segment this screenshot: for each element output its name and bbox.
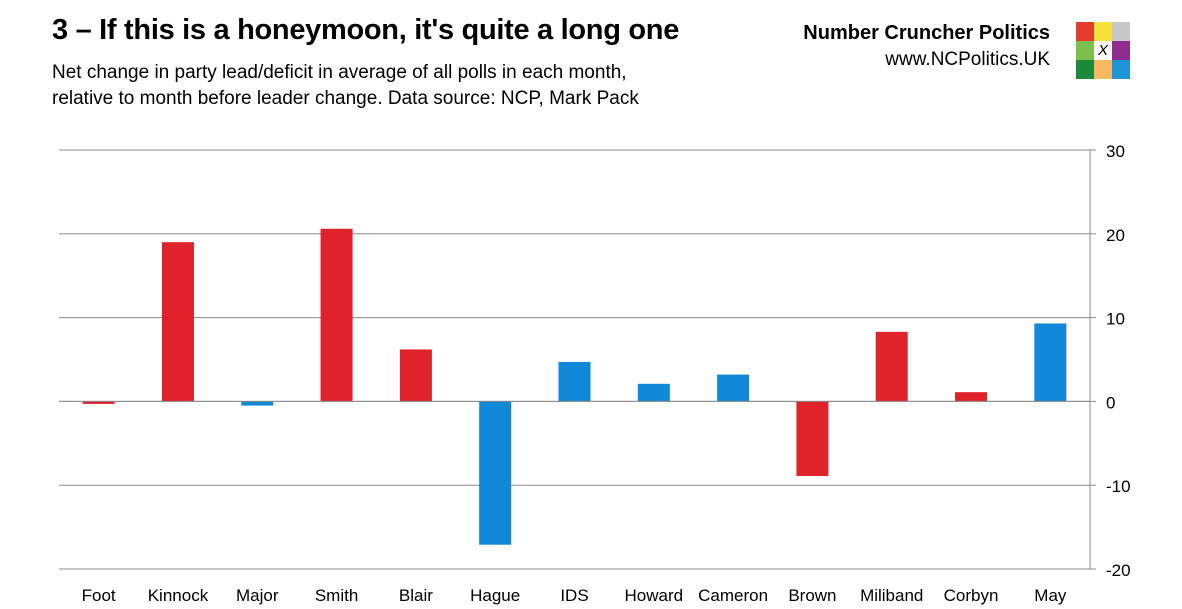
logo-cell	[1076, 22, 1094, 41]
bar-miliband	[875, 331, 908, 402]
x-tick-label: Miliband	[860, 586, 923, 605]
bar-brown	[796, 401, 829, 476]
x-tick-label: Cameron	[698, 586, 768, 605]
y-tick-label: 20	[1106, 226, 1125, 245]
bar-cameron	[717, 374, 750, 402]
x-tick-label: Blair	[399, 586, 433, 605]
x-tick-label: Foot	[82, 586, 116, 605]
brand-logo-grid: X	[1076, 22, 1130, 79]
y-tick-label: 10	[1106, 310, 1125, 329]
bar-smith	[320, 228, 353, 402]
y-tick-label: 30	[1106, 142, 1125, 161]
bar-major	[241, 401, 274, 406]
logo-cell: X	[1094, 41, 1112, 60]
y-tick-label: -20	[1106, 561, 1131, 580]
x-tick-label: Kinnock	[148, 586, 209, 605]
x-tick-label: Corbyn	[944, 586, 999, 605]
logo-cell	[1076, 41, 1094, 60]
x-tick-label: Smith	[315, 586, 358, 605]
x-tick-label: IDS	[560, 586, 588, 605]
subtitle-line-2: relative to month before leader change. …	[52, 88, 639, 109]
bar-foot	[82, 401, 115, 404]
brand-block: Number Cruncher Politics www.NCPolitics.…	[803, 22, 1050, 71]
bar-ids	[558, 362, 591, 402]
logo-ballot-mark: X	[1097, 42, 1108, 59]
x-tick-label: Hague	[470, 586, 520, 605]
brand-name: Number Cruncher Politics	[803, 22, 1050, 44]
logo-cell	[1076, 60, 1094, 79]
bar-may	[1034, 323, 1067, 402]
x-tick-label: Howard	[625, 586, 684, 605]
x-tick-label: Major	[236, 586, 279, 605]
logo-cell	[1094, 60, 1112, 79]
bar-howard	[637, 383, 670, 402]
y-tick-label: -10	[1106, 477, 1131, 496]
bar-kinnock	[161, 242, 194, 402]
chart-subtitle: Net change in party lead/deficit in aver…	[52, 60, 772, 112]
logo-cell	[1112, 60, 1130, 79]
brand-url[interactable]: www.NCPolitics.UK	[885, 49, 1050, 70]
x-tick-label: May	[1034, 586, 1067, 605]
bar-hague	[479, 401, 512, 545]
subtitle-line-1: Net change in party lead/deficit in aver…	[52, 62, 627, 83]
chart-title: 3 – If this is a honeymoon, it's quite a…	[52, 14, 680, 46]
logo-cell	[1112, 22, 1130, 41]
bar-blair	[399, 349, 432, 402]
logo-cell	[1094, 22, 1112, 41]
logo-cell	[1112, 41, 1130, 60]
y-tick-label: 0	[1106, 393, 1115, 412]
x-tick-label: Brown	[788, 586, 836, 605]
bar-corbyn	[955, 392, 988, 402]
